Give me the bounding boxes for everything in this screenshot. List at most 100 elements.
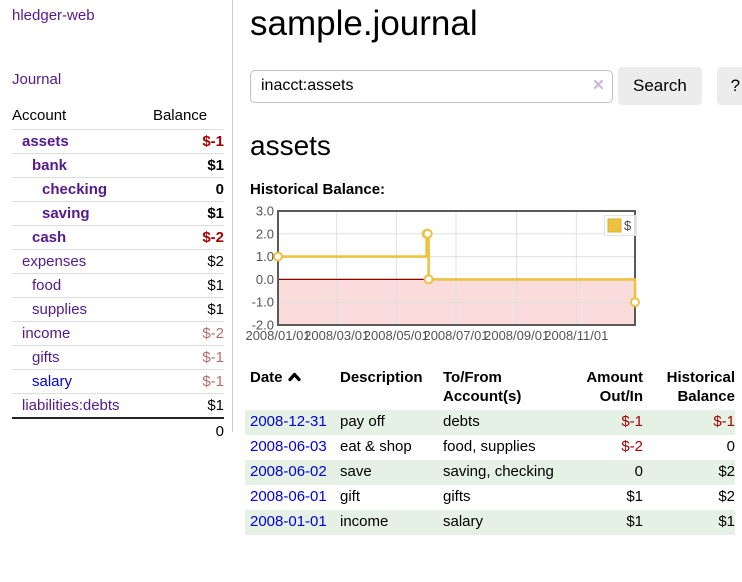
register-description: save — [340, 463, 372, 480]
account-link-liabilities-debts[interactable]: liabilities:debts — [22, 397, 120, 414]
register-description: eat & shop — [340, 438, 412, 455]
register-row: 2008-06-03 eat & shop food, supplies $-2 0 — [245, 435, 735, 460]
transaction-date-link[interactable]: 2008-01-01 — [250, 513, 327, 530]
account-row: expenses $2 — [12, 249, 224, 274]
account-row: supplies $1 — [12, 297, 224, 322]
account-row: gifts $-1 — [12, 345, 224, 370]
register-date-cell: 2008-06-01 — [245, 485, 340, 510]
y-tick-label: -2.0 — [252, 318, 274, 333]
account-link-salary[interactable]: salary — [32, 373, 73, 390]
register-date-cell: 2008-01-01 — [245, 510, 340, 535]
data-point-marker — [630, 297, 640, 308]
register-balance: $2 — [718, 463, 735, 480]
legend-swatch — [607, 218, 622, 233]
y-tick-label: 3.0 — [256, 204, 274, 219]
account-row: assets $-1 — [12, 129, 224, 154]
account-cell: assets — [12, 129, 153, 154]
account-cell: saving — [12, 201, 153, 226]
data-point-marker — [423, 274, 434, 285]
x-tick-label: 2008/05/01 — [364, 328, 429, 343]
account-balance: $-1 — [152, 345, 224, 370]
register-accounts: salary — [443, 513, 484, 530]
account-link-food[interactable]: food — [32, 277, 62, 294]
x-tick-label: 2008/01/01 — [245, 328, 310, 343]
register-accounts: debts — [443, 413, 480, 430]
register-header-row: Date Description To/From Account(s) Amou… — [245, 366, 735, 410]
transaction-date-link[interactable]: 2008-06-01 — [250, 488, 327, 505]
search-box: × — [250, 69, 613, 103]
register-amount: $1 — [626, 488, 643, 505]
transaction-date-link[interactable]: 2008-06-03 — [250, 438, 327, 455]
register-accounts: food, supplies — [443, 438, 536, 455]
register-header-date[interactable]: Date — [245, 366, 340, 410]
register-date-cell: 2008-06-03 — [245, 435, 340, 460]
account-cell: liabilities:debts — [12, 393, 153, 418]
account-link-gifts[interactable]: gifts — [32, 349, 60, 366]
account-cell: cash — [12, 225, 153, 250]
register-row: 2008-12-31 pay off debts $-1 $-1 — [245, 410, 735, 435]
sidebar-nav: Journal — [12, 70, 224, 89]
account-balance: $-2 — [152, 225, 224, 250]
account-link-bank[interactable]: bank — [32, 157, 68, 174]
account-row: cash $-2 — [12, 225, 224, 250]
register-header-accounts: To/From Account(s) — [443, 369, 522, 405]
account-balance: $-1 — [152, 129, 224, 154]
register-description: income — [340, 513, 389, 530]
legend-label: $ — [624, 218, 632, 233]
register-accounts: gifts — [443, 488, 471, 505]
transaction-date-link[interactable]: 2008-12-31 — [250, 413, 327, 430]
register-balance: $2 — [718, 488, 735, 505]
register-header-amount: Amount Out/In — [586, 369, 643, 405]
y-tick-label: 0.0 — [256, 272, 274, 287]
register-description: gift — [340, 488, 361, 505]
page-title: sample.journal — [250, 4, 478, 43]
register-amount: $1 — [626, 513, 643, 530]
account-link-cash[interactable]: cash — [32, 229, 67, 246]
y-tick-label: -1.0 — [252, 295, 274, 310]
search-button[interactable]: Search — [618, 67, 702, 105]
register-header-description: Description — [340, 369, 423, 386]
accounts-total-balance: 0 — [152, 417, 224, 444]
accounts-total-spacer — [12, 417, 153, 444]
register-row: 2008-06-02 save saving, checking 0 $2 — [245, 460, 735, 485]
register-amount: 0 — [634, 463, 643, 480]
search-form: × Search ? — [250, 67, 742, 105]
accounts-header-account: Account — [12, 107, 67, 124]
account-link-supplies[interactable]: supplies — [32, 301, 88, 318]
register-row: 2008-01-01 income salary $1 $1 — [245, 510, 735, 535]
account-link-checking[interactable]: checking — [42, 181, 108, 198]
account-cell: expenses — [12, 249, 153, 274]
search-input[interactable] — [250, 69, 613, 103]
account-link-saving[interactable]: saving — [42, 205, 90, 222]
register-balance: $1 — [718, 513, 735, 530]
account-link-assets[interactable]: assets — [22, 133, 69, 150]
register-header-balance: Historical Balance — [666, 369, 735, 405]
accounts-header-row: Account Balance — [12, 105, 224, 130]
account-row: bank $1 — [12, 153, 224, 178]
account-balance: $-1 — [152, 369, 224, 394]
account-cell: salary — [12, 369, 153, 394]
account-heading: assets — [250, 130, 331, 161]
account-balance: $1 — [152, 273, 224, 298]
account-link-expenses[interactable]: expenses — [22, 253, 87, 270]
x-tick-label: 2008/03/01 — [304, 328, 369, 343]
account-balance: $1 — [152, 201, 224, 226]
account-cell: bank — [12, 153, 153, 178]
app-title-link[interactable]: hledger-web — [12, 7, 95, 24]
account-balance: $-2 — [152, 321, 224, 346]
register-row: 2008-06-01 gift gifts $1 $2 — [245, 485, 735, 510]
account-link-income[interactable]: income — [22, 325, 71, 342]
x-tick-label: 2008/11/01 — [544, 328, 608, 343]
transaction-date-link[interactable]: 2008-06-02 — [250, 463, 327, 480]
data-point-marker — [273, 251, 283, 262]
register-date-cell: 2008-06-02 — [245, 460, 340, 485]
x-tick-label: 2008/09/01 — [484, 328, 549, 343]
account-cell: supplies — [12, 297, 153, 322]
register-description: pay off — [340, 413, 385, 430]
help-button[interactable]: ? — [716, 67, 742, 105]
register-table: Date Description To/From Account(s) Amou… — [245, 366, 735, 535]
account-row: salary $-1 — [12, 369, 224, 394]
journal-link[interactable]: Journal — [12, 71, 62, 88]
clear-search-icon[interactable]: × — [592, 75, 604, 97]
register-header-date-label: Date — [250, 369, 283, 386]
